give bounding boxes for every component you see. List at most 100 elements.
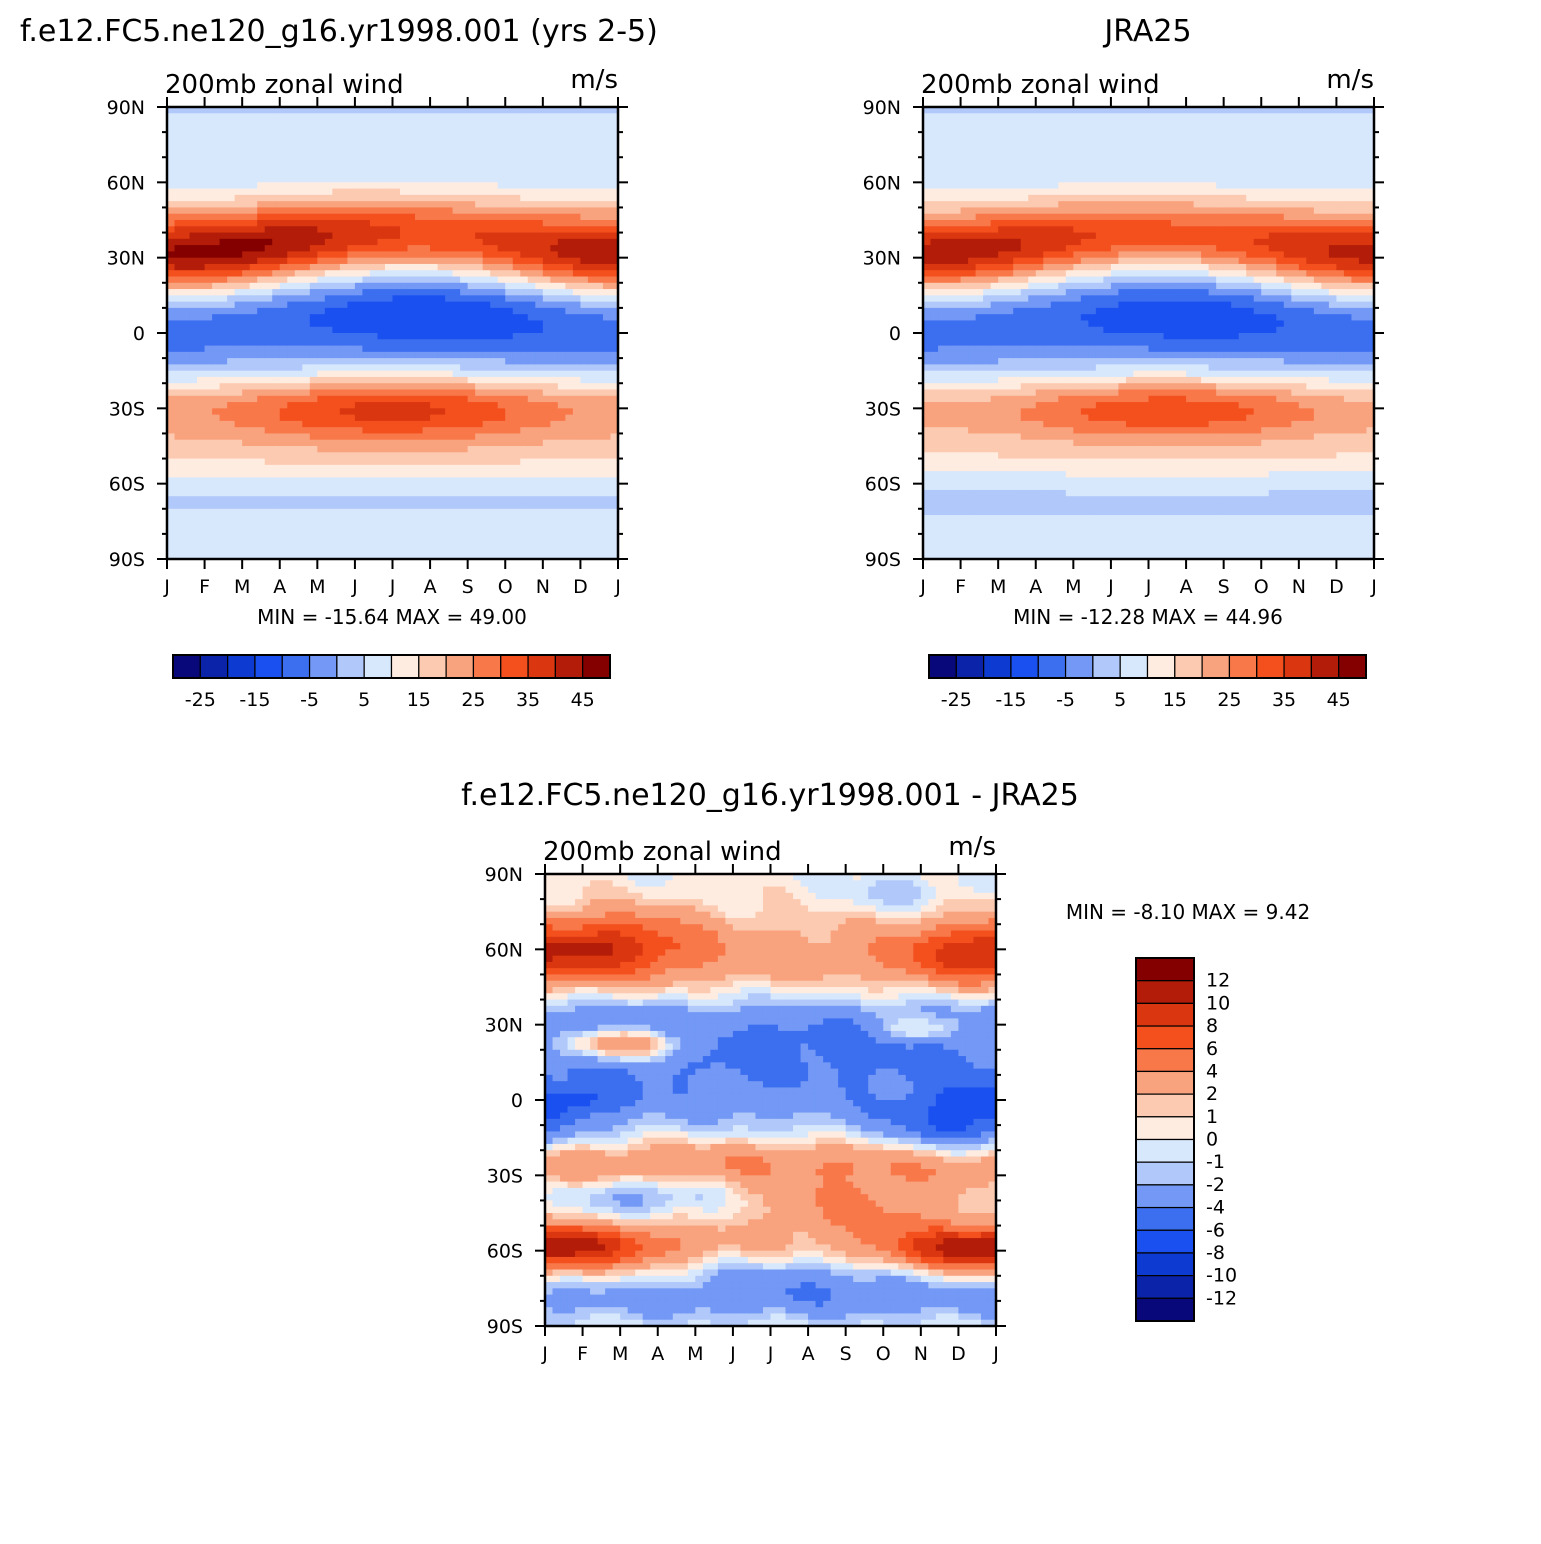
field-cell (565, 471, 574, 478)
field-cell (204, 477, 213, 485)
field-cell (482, 339, 491, 347)
field-cell (430, 270, 439, 278)
field-cell (975, 157, 984, 165)
field-cell (182, 301, 191, 309)
field-cell (490, 546, 499, 554)
field-cell (565, 446, 574, 453)
field-cell (400, 439, 409, 447)
field-cell (392, 433, 401, 441)
field-cell (415, 213, 424, 221)
field-cell (182, 220, 191, 227)
field-cell (595, 508, 604, 516)
field-cell (602, 402, 612, 409)
field-cell (587, 339, 597, 347)
field-cell (189, 245, 198, 252)
field-cell (287, 207, 296, 215)
field-cell (572, 282, 582, 290)
field-cell (317, 540, 326, 548)
field-cell (287, 257, 296, 265)
field-cell (174, 358, 183, 365)
field-cell (497, 433, 506, 441)
field-cell (938, 263, 947, 271)
field-cell (242, 107, 251, 114)
field-cell (279, 163, 288, 171)
field-cell (565, 144, 574, 152)
field-cell (490, 339, 499, 347)
field-cell (595, 458, 604, 466)
field-cell (460, 257, 469, 265)
field-cell (497, 113, 506, 121)
field-cell (460, 427, 469, 435)
field-cell (565, 157, 574, 165)
field-cell (572, 176, 582, 183)
field-cell (452, 383, 461, 391)
field-cell (309, 420, 318, 428)
field-cell (938, 276, 947, 284)
field-cell (520, 276, 529, 284)
field-cell (302, 213, 311, 221)
field-cell (332, 515, 341, 522)
field-cell (272, 402, 281, 409)
field-cell (437, 295, 446, 303)
field-cell (279, 107, 288, 114)
field-cell (324, 427, 333, 435)
field-cell (550, 489, 559, 497)
field-cell (174, 163, 183, 171)
field-cell (415, 301, 424, 309)
field-cell (452, 169, 461, 177)
field-cell (212, 364, 221, 372)
field-cell (505, 540, 514, 548)
field-cell (953, 395, 962, 403)
field-cell (490, 402, 499, 409)
field-cell (294, 408, 303, 416)
field-cell (938, 289, 947, 296)
field-cell (302, 251, 311, 259)
colorbar-box (527, 654, 556, 679)
field-cell (287, 201, 296, 209)
field-cell (377, 232, 386, 240)
field-cell (930, 144, 939, 152)
field-cell (354, 232, 364, 240)
field-cell (452, 496, 461, 504)
field-cell (938, 452, 947, 460)
field-cell (204, 364, 213, 372)
field-cell (923, 226, 932, 234)
field-cell (167, 358, 176, 365)
field-cell (938, 364, 947, 372)
field-cell (407, 489, 416, 497)
field-cell (197, 107, 206, 114)
field-cell (264, 452, 273, 460)
field-cell (332, 201, 341, 209)
field-cell (535, 333, 544, 340)
field-cell (234, 471, 243, 478)
field-cell (505, 427, 514, 435)
field-cell (279, 533, 288, 541)
field-cell (580, 489, 589, 497)
field-cell (294, 345, 303, 353)
field-cell (272, 320, 281, 328)
field-cell (572, 169, 582, 177)
field-cell (430, 458, 439, 466)
field-cell (407, 483, 416, 491)
field-cell (512, 395, 521, 403)
field-cell (542, 232, 551, 240)
field-cell (242, 301, 251, 309)
field-cell (317, 496, 326, 504)
field-cell (362, 527, 371, 535)
field-cell (475, 389, 484, 397)
field-cell (287, 508, 296, 516)
field-cell (497, 452, 506, 460)
field-cell (377, 182, 386, 190)
field-cell (407, 307, 416, 315)
field-cell (527, 326, 536, 334)
field-cell (324, 452, 333, 460)
field-cell (505, 232, 514, 240)
field-cell (587, 245, 597, 252)
field-cell (490, 471, 499, 478)
field-cell (182, 144, 191, 152)
field-cell (542, 376, 551, 384)
field-cell (587, 295, 597, 303)
field-cell (227, 433, 236, 441)
field-cell (354, 477, 364, 485)
field-cell (490, 207, 499, 215)
